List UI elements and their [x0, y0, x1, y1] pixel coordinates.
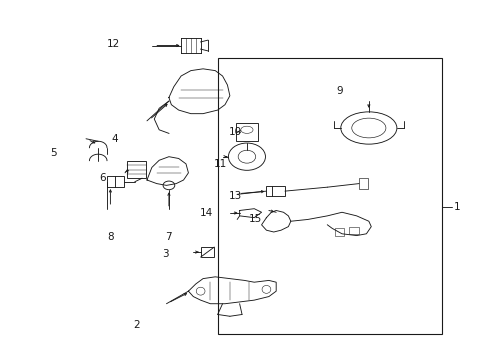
Bar	[200, 247, 214, 257]
Text: 6: 6	[99, 173, 105, 183]
Text: 11: 11	[214, 159, 227, 169]
Text: 3: 3	[162, 248, 168, 258]
Text: 13: 13	[228, 191, 242, 201]
Text: 8: 8	[107, 232, 114, 242]
Text: 10: 10	[228, 127, 242, 136]
Text: 12: 12	[107, 39, 120, 49]
Bar	[358, 178, 367, 189]
Text: 1: 1	[453, 202, 460, 212]
Text: 2: 2	[133, 320, 140, 330]
Text: 14: 14	[199, 208, 212, 218]
Text: 15: 15	[248, 215, 261, 224]
Bar	[127, 161, 146, 178]
Bar	[106, 176, 124, 187]
Text: 5: 5	[50, 148, 57, 158]
Bar	[266, 186, 285, 196]
Bar	[217, 58, 441, 334]
Text: 4: 4	[111, 134, 118, 144]
Text: 9: 9	[336, 86, 342, 96]
Bar	[236, 123, 257, 140]
Bar	[334, 228, 344, 235]
Bar	[348, 226, 358, 234]
Text: 7: 7	[165, 232, 172, 242]
